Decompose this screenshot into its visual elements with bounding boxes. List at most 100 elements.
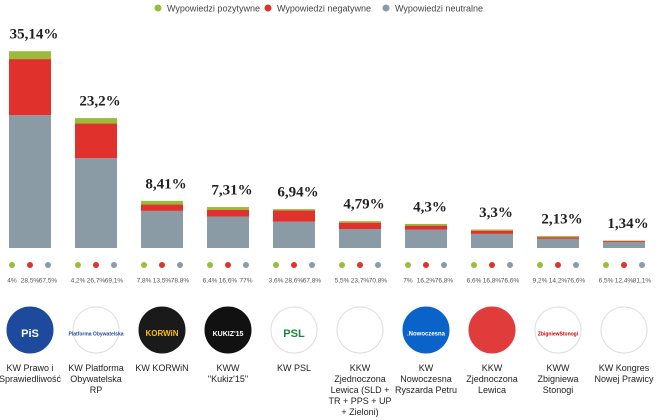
bar-segment: [207, 207, 249, 210]
party-name: KKW Zjednoczona Lewica: [466, 363, 518, 395]
share-marker: [177, 262, 183, 268]
total-label: 2,13%: [541, 212, 582, 228]
share-label: 76,8%: [435, 278, 454, 285]
bar-segment: [339, 229, 381, 248]
share-label: 23,7%: [351, 278, 370, 285]
bar-segment: [207, 216, 249, 248]
share-label: 5,5%: [335, 278, 350, 285]
share-marker: [621, 262, 627, 268]
share-label: 16,6%: [219, 278, 238, 285]
bar-segment: [471, 230, 513, 234]
share-label: 70,8%: [369, 278, 388, 285]
share-label: 7%: [403, 278, 413, 285]
bar-segment: [339, 221, 381, 223]
share-marker: [375, 262, 381, 268]
share-marker: [537, 262, 543, 268]
party-logo: [468, 306, 516, 354]
legend-marker: [154, 4, 162, 12]
party-name: KKW Zjednoczona Lewica (SLD + TR + PPS +…: [328, 363, 392, 417]
party-name: KW Prawo i Sprawiedliwość: [0, 363, 62, 384]
bar-segment: [9, 59, 51, 116]
share-marker: [309, 262, 315, 268]
legend-label: Wypowiedzi negatywne: [277, 3, 371, 13]
share-label: 13,5%: [153, 278, 172, 285]
share-marker: [243, 262, 249, 268]
party-logo: [270, 306, 318, 354]
share-marker: [441, 262, 447, 268]
share-label: 12,4%: [615, 278, 634, 285]
total-label: 8,41%: [145, 176, 186, 192]
share-marker: [423, 262, 429, 268]
logo-text: Platforma Obywatelska: [68, 331, 123, 337]
bar-segment: [603, 240, 645, 242]
total-label: 3,3%: [479, 205, 513, 221]
share-label: 4%: [7, 278, 17, 285]
share-marker: [639, 262, 645, 268]
bar-segment: [141, 210, 183, 248]
share-marker: [45, 262, 51, 268]
share-label: 7,8%: [137, 278, 152, 285]
logo-text: PSL: [283, 328, 305, 340]
party-name: KW Platforma Obywatelska RP: [68, 363, 124, 395]
bar-segment: [405, 229, 447, 248]
total-label: 1,34%: [607, 216, 648, 232]
share-marker: [489, 262, 495, 268]
logo-text: .Nowoczesna: [407, 332, 446, 338]
share-label: 4,2%: [71, 278, 86, 285]
party-logo: [402, 306, 450, 354]
share-marker: [357, 262, 363, 268]
party-name: KW Kongres Nowej Prawicy: [594, 363, 654, 384]
share-marker: [273, 262, 279, 268]
party-logo: [534, 306, 582, 354]
share-marker: [141, 262, 147, 268]
bar-segment: [141, 200, 183, 205]
party-name: KW Nowoczesna Ryszarda Petru: [394, 363, 458, 395]
bar-segment: [75, 118, 117, 124]
share-marker: [471, 262, 477, 268]
share-marker: [573, 262, 579, 268]
share-label: 6,6%: [467, 278, 482, 285]
total-label: 6,94%: [277, 185, 318, 201]
party-logo: [72, 306, 120, 354]
share-marker: [225, 262, 231, 268]
share-label: 28,5%: [21, 278, 40, 285]
party-logo: [6, 306, 54, 354]
logo-text: KUKIZ'15: [213, 331, 244, 338]
share-marker: [339, 262, 345, 268]
share-label: 67,8%: [303, 278, 322, 285]
share-marker: [507, 262, 513, 268]
party-logo: [138, 306, 186, 354]
bar-segment: [273, 209, 315, 211]
bar-segment: [9, 115, 51, 248]
share-marker: [207, 262, 213, 268]
share-label: 14,2%: [549, 278, 568, 285]
logo-text: PiS: [21, 328, 39, 340]
bar-segment: [405, 225, 447, 230]
share-label: 16,8%: [483, 278, 502, 285]
share-marker: [291, 262, 297, 268]
party-name: KWW "Kukiz'15": [207, 363, 249, 384]
logo-text: ZbigniewStonogi: [538, 331, 579, 337]
share-marker: [159, 262, 165, 268]
total-label: 7,31%: [211, 183, 252, 199]
share-label: 6,4%: [203, 278, 218, 285]
party-name: KW KORWiN: [135, 363, 189, 373]
share-marker: [405, 262, 411, 268]
share-label: 81,1%: [633, 278, 652, 285]
total-label: 4,79%: [343, 197, 384, 213]
bar-segment: [537, 237, 579, 239]
share-label: 9,2%: [533, 278, 548, 285]
share-label: 76,6%: [567, 278, 586, 285]
bar-segment: [273, 221, 315, 248]
party-logo: [204, 306, 252, 354]
bar-segment: [75, 123, 117, 159]
share-label: 3,6%: [269, 278, 284, 285]
legend-marker: [264, 4, 272, 12]
share-label: 28,6%: [285, 278, 304, 285]
share-marker: [75, 262, 81, 268]
share-marker: [603, 262, 609, 268]
bar-segment: [141, 204, 183, 211]
share-label: 67,5%: [39, 278, 58, 285]
bar-segment: [537, 238, 579, 248]
